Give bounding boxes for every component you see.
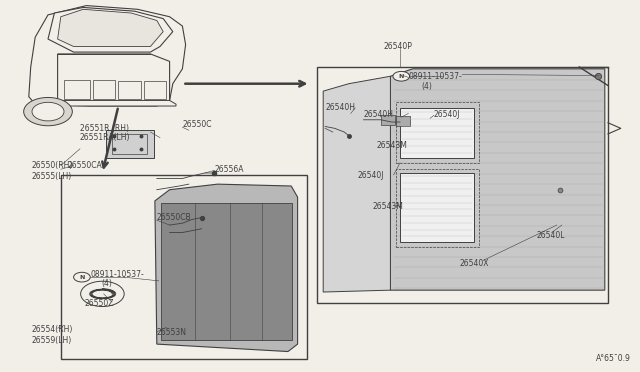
Text: 26550(RH): 26550(RH) — [32, 161, 74, 170]
Text: 26540P: 26540P — [384, 42, 413, 51]
Polygon shape — [58, 54, 170, 104]
Text: N: N — [79, 275, 84, 280]
Text: 08911-10537-: 08911-10537- — [408, 72, 462, 81]
Circle shape — [393, 71, 410, 81]
Bar — [396, 169, 479, 247]
Circle shape — [24, 97, 72, 126]
Bar — [112, 134, 147, 154]
Text: 26551R (RH): 26551R (RH) — [80, 124, 129, 133]
Text: 26553N: 26553N — [157, 328, 187, 337]
Polygon shape — [48, 7, 173, 52]
Text: 26550C: 26550C — [182, 120, 212, 129]
Text: 26551RA(LH): 26551RA(LH) — [80, 133, 131, 142]
Text: (4): (4) — [101, 279, 112, 288]
Bar — [317, 67, 608, 303]
Polygon shape — [48, 100, 176, 106]
Polygon shape — [58, 9, 163, 46]
Polygon shape — [390, 69, 605, 290]
Bar — [106, 130, 154, 158]
Text: 26540J: 26540J — [357, 171, 383, 180]
Bar — [396, 102, 479, 163]
Text: 26543M: 26543M — [376, 141, 407, 150]
Text: A°65ˉ0.9: A°65ˉ0.9 — [596, 354, 630, 363]
Text: 26540L: 26540L — [536, 231, 565, 240]
Text: 26556A: 26556A — [214, 165, 244, 174]
Bar — [64, 80, 90, 99]
Bar — [400, 173, 474, 242]
Text: 26554(RH): 26554(RH) — [32, 325, 74, 334]
Text: 08911-10537-: 08911-10537- — [91, 270, 145, 279]
Text: 26540J: 26540J — [434, 110, 460, 119]
Polygon shape — [155, 184, 298, 352]
Bar — [61, 175, 307, 359]
Text: 26543M: 26543M — [372, 202, 403, 211]
Bar — [400, 108, 474, 158]
Text: 26540H: 26540H — [325, 103, 355, 112]
Polygon shape — [29, 6, 186, 106]
Bar — [161, 203, 292, 340]
Polygon shape — [323, 76, 390, 292]
Text: 26550CA: 26550CA — [67, 161, 102, 170]
Bar — [144, 81, 166, 99]
Text: 26559(LH): 26559(LH) — [32, 336, 72, 345]
Text: 26540H: 26540H — [364, 110, 394, 119]
Text: 26550Z: 26550Z — [84, 299, 114, 308]
Circle shape — [74, 272, 90, 282]
Text: N: N — [399, 74, 404, 79]
Bar — [396, 116, 410, 126]
Text: 26555(LH): 26555(LH) — [32, 172, 72, 181]
Circle shape — [32, 102, 64, 121]
Text: (4): (4) — [421, 82, 432, 91]
Bar — [118, 81, 141, 99]
Text: 26540X: 26540X — [460, 259, 489, 268]
Bar — [93, 80, 115, 99]
Text: 26550CB: 26550CB — [157, 213, 191, 222]
Bar — [381, 115, 395, 125]
